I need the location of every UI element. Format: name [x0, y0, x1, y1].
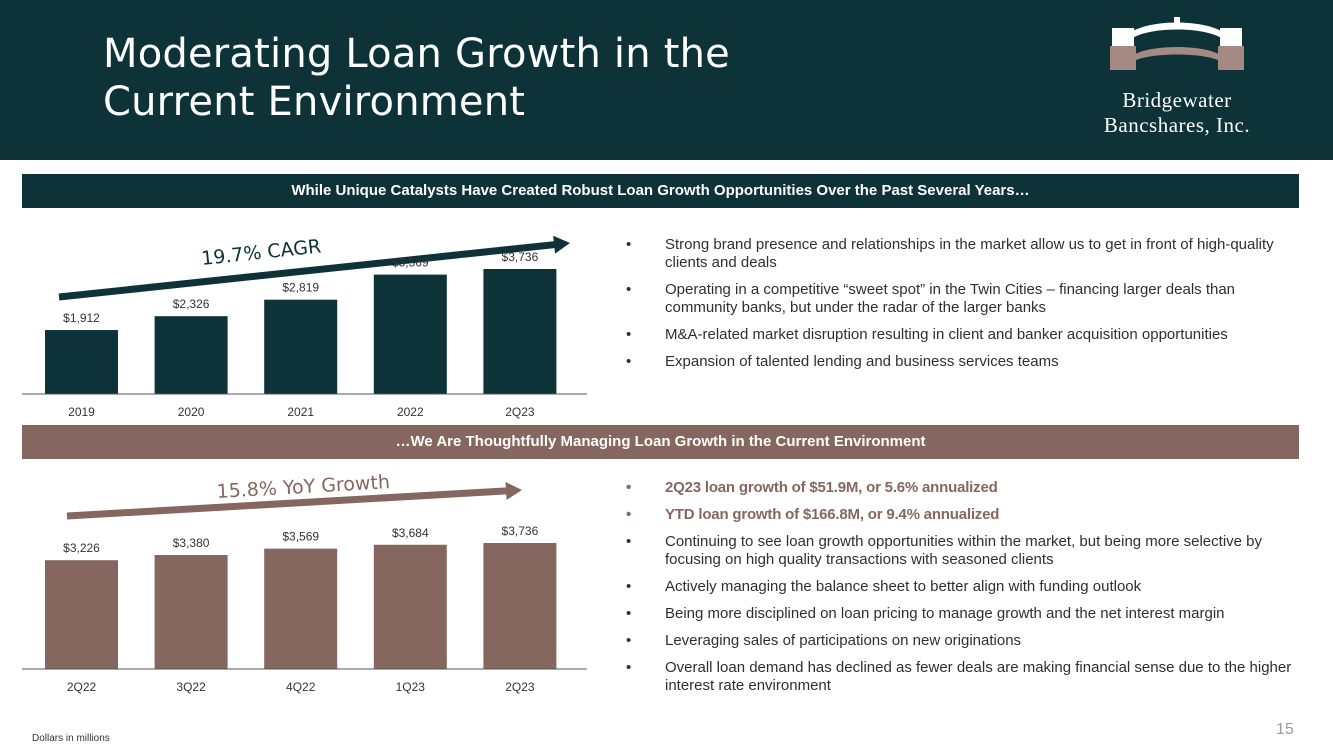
bullet-text: Actively managing the balance sheet to b…	[665, 578, 1142, 595]
data-label: $3,380	[173, 536, 210, 550]
bar	[483, 269, 557, 394]
bullet-icon: •	[626, 353, 632, 370]
tick-label: 4Q22	[286, 680, 316, 694]
bar	[45, 330, 118, 394]
bullet-text: Continuing to see loan growth opportunit…	[665, 533, 1263, 568]
logo-line-1: Bridgewater	[1122, 88, 1232, 112]
bullet-icon: •	[626, 281, 632, 298]
data-label: $3,736	[502, 524, 539, 538]
bar	[264, 299, 338, 394]
bullet-icon: •	[626, 506, 632, 523]
list-item-highlight: • 2Q23 loan growth of $51.9M, or 5.6% ann…	[622, 479, 1307, 497]
annual-loan-chart: 19.7% CAGR $1,912 2019 $2,326 2020 $2,819 2021…	[22, 220, 587, 425]
data-label: $2,819	[282, 281, 319, 295]
bullet-icon: •	[626, 236, 632, 253]
bridge-emblem-icon	[1110, 17, 1244, 70]
list-item: • Actively managing the balance sheet to …	[622, 578, 1307, 596]
top-bullet-list: • Strong brand presence and relationships…	[622, 236, 1307, 380]
bullet-icon: •	[626, 326, 632, 343]
company-logo: Bridgewater Bancshares, Inc.	[1062, 16, 1292, 146]
trend-arrow-head-icon	[553, 235, 570, 254]
bullet-icon: •	[626, 659, 632, 676]
quarterly-loan-chart-svg: 15.8% YoY Growth$3,2262Q22$3,3803Q22$3,5…	[22, 471, 587, 694]
logo-wordmark: Bridgewater Bancshares, Inc.	[1062, 88, 1292, 138]
tick-label: 2021	[287, 405, 314, 419]
page-number: 15	[1276, 721, 1294, 738]
bullet-icon: •	[626, 632, 632, 649]
data-label: $2,326	[173, 297, 210, 311]
bullet-text: M&A-related market disruption resulting …	[665, 326, 1228, 343]
quarterly-loan-chart: 15.8% YoY Growth $3,226 2Q22 $3,380 3Q22 $3,5…	[22, 470, 587, 700]
list-item-highlight: • YTD loan growth of $166.8M, or 9.4% ann…	[622, 506, 1307, 524]
data-label: $3,736	[502, 250, 539, 264]
list-item: • M&A-related market disruption resulting…	[622, 326, 1307, 344]
bullet-text: 2Q23 loan growth of $51.9M, or 5.6% annu…	[665, 479, 998, 496]
tick-label: 2020	[178, 405, 205, 419]
tick-label: 3Q22	[176, 680, 206, 694]
bullet-text: Operating in a competitive “sweet spot” …	[665, 281, 1236, 316]
section-banner-top: While Unique Catalysts Have Created Robu…	[22, 174, 1299, 208]
tick-label: 2Q22	[67, 680, 97, 694]
bar	[264, 548, 338, 669]
annual-loan-chart-svg: 19.7% CAGR $1,912 2019 $2,326 2020 $2,819 2021…	[22, 235, 587, 419]
list-item: • Overall loan demand has declined as few…	[622, 659, 1307, 695]
bullet-text: Strong brand presence and relationships …	[665, 236, 1274, 271]
bullet-icon: •	[626, 479, 632, 496]
tick-label: 2022	[397, 405, 424, 419]
list-item: • Being more disciplined on loan pricing …	[622, 605, 1307, 623]
tick-label: 1Q23	[396, 680, 426, 694]
section-banner-bottom: …We Are Thoughtfully Managing Loan Growt…	[22, 425, 1299, 459]
list-item: • Strong brand presence and relationships…	[622, 236, 1307, 272]
trend-arrow-head-icon	[505, 481, 522, 500]
bullet-icon: •	[626, 578, 632, 595]
page-title-line-2: Current Environment	[103, 79, 526, 125]
data-label: $3,569	[392, 256, 429, 270]
data-label: $3,226	[63, 541, 100, 555]
bullet-icon: •	[626, 533, 632, 550]
list-item: • Operating in a competitive “sweet spot”…	[622, 281, 1307, 317]
bullet-text: Leveraging sales of participations on ne…	[665, 632, 1022, 649]
bullet-text: Overall loan demand has declined as fewe…	[665, 659, 1292, 694]
data-label: $1,912	[63, 311, 100, 325]
page-title-line-1: Moderating Loan Growth in the	[103, 31, 730, 77]
bullet-text: Expansion of talented lending and busine…	[665, 353, 1059, 370]
bar	[154, 316, 228, 394]
bullet-text: YTD loan growth of $166.8M, or 9.4% annu…	[665, 506, 1000, 523]
bullet-icon: •	[626, 605, 632, 622]
data-label: $3,684	[392, 526, 429, 540]
page-title: Moderating Loan Growth in the Current En…	[103, 30, 1003, 126]
trend-arrow-line	[58, 240, 561, 301]
bar	[483, 543, 557, 669]
bar	[45, 560, 118, 669]
list-item: • Leveraging sales of participations on n…	[622, 632, 1307, 650]
bottom-bullet-list: • 2Q23 loan growth of $51.9M, or 5.6% ann…	[622, 479, 1307, 704]
trend-label: 19.7% CAGR	[200, 235, 322, 270]
data-label: $3,569	[282, 530, 319, 544]
tick-label: 2Q23	[505, 405, 535, 419]
footnote: Dollars in millions	[32, 733, 110, 744]
header-band: Moderating Loan Growth in the Current En…	[0, 0, 1333, 160]
trend-arrow-line	[66, 487, 513, 520]
bar	[154, 555, 228, 669]
tick-label: 2Q23	[505, 680, 535, 694]
logo-line-2: Bancshares, Inc.	[1103, 113, 1251, 137]
list-item: • Expansion of talented lending and busin…	[622, 353, 1307, 371]
tick-label: 2019	[68, 405, 95, 419]
bar	[373, 274, 447, 394]
bar	[373, 544, 447, 669]
list-item: • Continuing to see loan growth opportuni…	[622, 533, 1307, 569]
bullet-text: Being more disciplined on loan pricing t…	[665, 605, 1225, 622]
